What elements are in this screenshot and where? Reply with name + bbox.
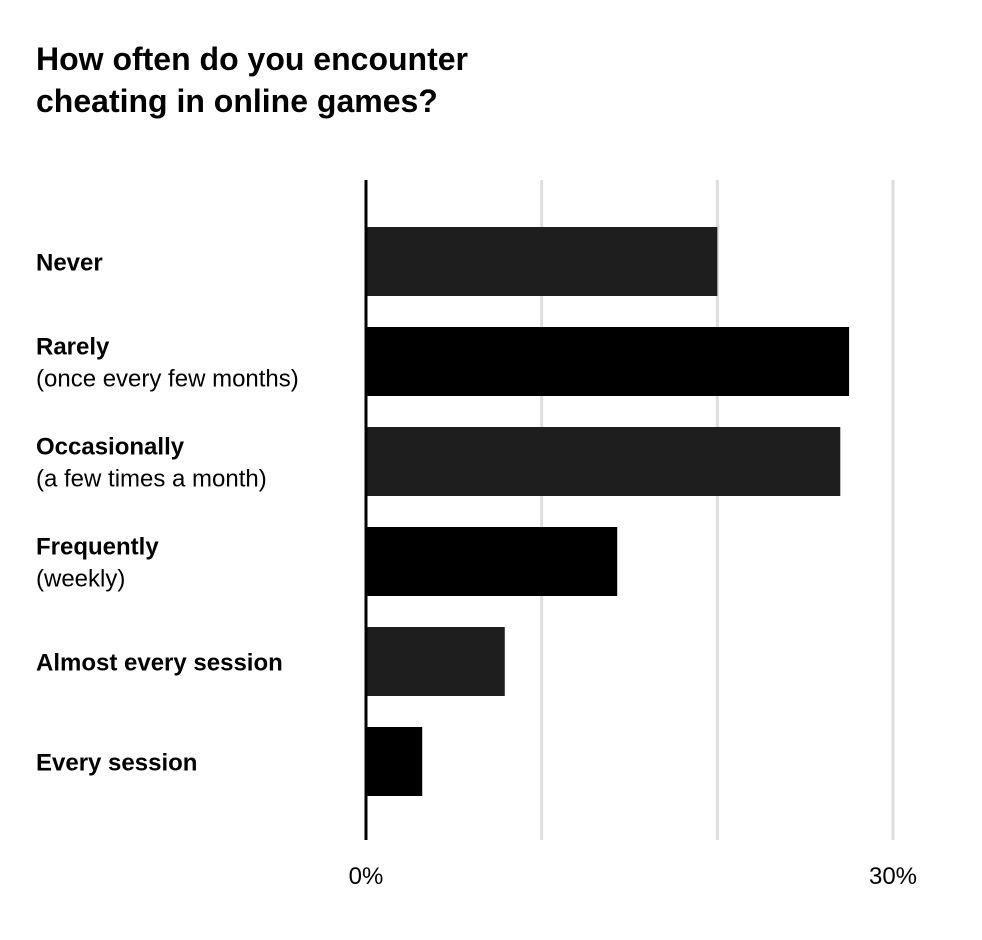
bar-1	[366, 327, 850, 396]
x-tick-label-1: 30%	[869, 863, 917, 890]
bar-4	[366, 627, 505, 696]
x-tick-label-0: 0%	[349, 863, 384, 890]
category-label-4: Almost every session	[36, 650, 283, 677]
bar-3	[366, 527, 618, 596]
bar-0	[366, 227, 718, 296]
bars	[366, 227, 850, 796]
category-label-0: Never	[36, 250, 103, 277]
x-tick-labels: 0% 30%	[349, 863, 917, 890]
category-sublabel-3: (weekly)	[36, 566, 125, 593]
category-label-5: Every session	[36, 750, 197, 777]
chart-title: How often do you encounter cheating in o…	[36, 41, 468, 119]
category-label-1: Rarely	[36, 334, 110, 361]
category-label-3: Frequently	[36, 534, 159, 561]
category-label-2: Occasionally	[36, 434, 185, 461]
category-sublabel-2: (a few times a month)	[36, 466, 267, 493]
category-labels: Never Rarely (once every few months) Occasi…	[36, 250, 299, 777]
category-sublabel-1: (once every few months)	[36, 366, 299, 393]
bar-2	[366, 427, 841, 496]
bar-5	[366, 727, 423, 796]
